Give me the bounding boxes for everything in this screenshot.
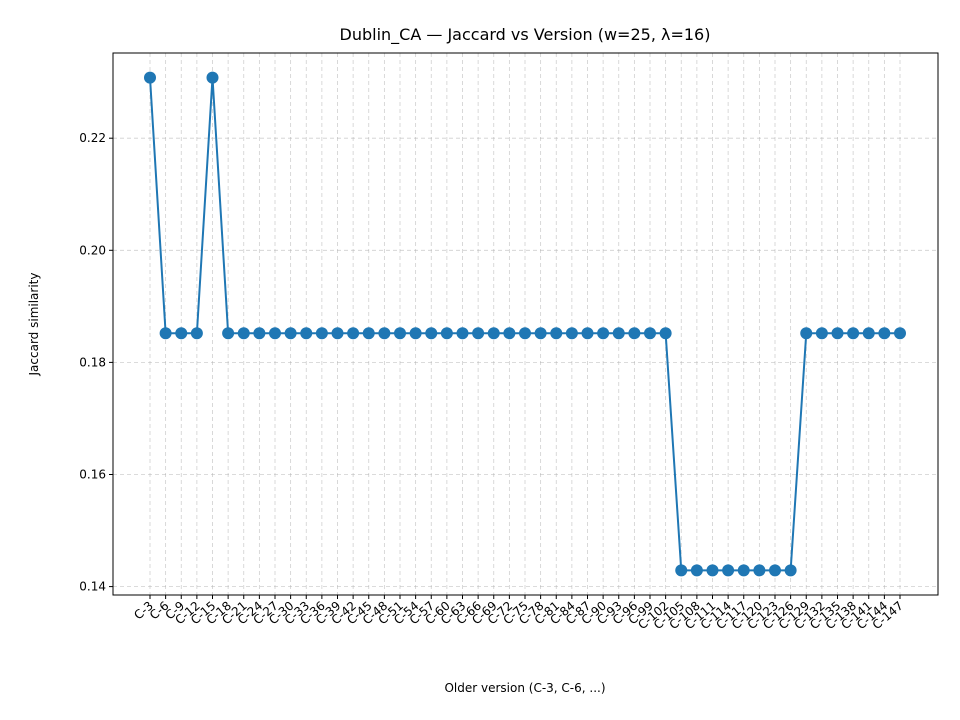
data-point bbox=[722, 564, 735, 577]
data-point bbox=[800, 327, 813, 340]
data-point bbox=[144, 71, 156, 84]
data-point bbox=[784, 564, 797, 577]
data-point bbox=[659, 327, 672, 340]
data-point bbox=[612, 327, 625, 340]
data-point bbox=[550, 327, 563, 340]
data-point bbox=[737, 564, 750, 577]
y-tick-label: 0.18 bbox=[79, 355, 106, 369]
data-point bbox=[815, 327, 828, 340]
data-point bbox=[472, 327, 485, 340]
data-point bbox=[237, 327, 250, 340]
chart-title: Dublin_CA — Jaccard vs Version (w=25, λ=… bbox=[340, 25, 711, 45]
data-point bbox=[581, 327, 594, 340]
plot-frame bbox=[112, 52, 939, 596]
data-point bbox=[190, 327, 203, 340]
data-series bbox=[144, 71, 906, 577]
x-axis-label: Older version (C-3, C-6, ...) bbox=[444, 681, 605, 695]
y-axis-label: Jaccard similarity bbox=[27, 273, 41, 377]
data-point bbox=[690, 564, 703, 577]
data-point bbox=[644, 327, 656, 340]
data-point bbox=[175, 327, 188, 340]
data-point bbox=[675, 564, 688, 577]
data-point bbox=[487, 327, 500, 340]
data-point bbox=[269, 327, 281, 340]
y-tick-label: 0.20 bbox=[79, 243, 106, 257]
data-point bbox=[362, 327, 375, 340]
data-point bbox=[753, 564, 766, 577]
data-point bbox=[222, 327, 235, 340]
y-tick-label: 0.22 bbox=[79, 131, 106, 145]
data-point bbox=[331, 327, 344, 340]
data-point bbox=[534, 327, 547, 340]
data-point bbox=[206, 71, 219, 84]
data-point bbox=[425, 327, 438, 340]
data-point bbox=[394, 327, 406, 340]
data-point bbox=[831, 327, 844, 340]
data-point bbox=[440, 327, 453, 340]
data-point bbox=[284, 327, 297, 340]
data-point bbox=[503, 327, 516, 340]
data-point bbox=[706, 564, 719, 577]
data-point bbox=[456, 327, 469, 340]
data-point bbox=[894, 327, 906, 340]
data-point bbox=[847, 327, 860, 340]
data-point bbox=[628, 327, 641, 340]
data-point bbox=[159, 327, 172, 340]
data-point bbox=[878, 327, 891, 340]
x-axis: C-3C-6C-9C-12C-15C-18C-21C-24C-27C-30C-3… bbox=[131, 595, 906, 632]
data-point bbox=[409, 327, 422, 340]
data-point bbox=[347, 327, 360, 340]
y-tick-label: 0.14 bbox=[79, 580, 106, 594]
data-point bbox=[378, 327, 391, 340]
data-point bbox=[769, 564, 781, 577]
data-point bbox=[519, 327, 531, 340]
data-point bbox=[300, 327, 313, 340]
data-point bbox=[597, 327, 610, 340]
grid-lines bbox=[113, 53, 938, 595]
y-tick-label: 0.16 bbox=[79, 467, 106, 481]
data-point bbox=[862, 327, 875, 340]
data-point bbox=[565, 327, 578, 340]
data-point bbox=[315, 327, 328, 340]
data-point bbox=[253, 327, 266, 340]
y-axis: 0.14 0.16 0.18 0.20 0.22 bbox=[79, 131, 113, 594]
